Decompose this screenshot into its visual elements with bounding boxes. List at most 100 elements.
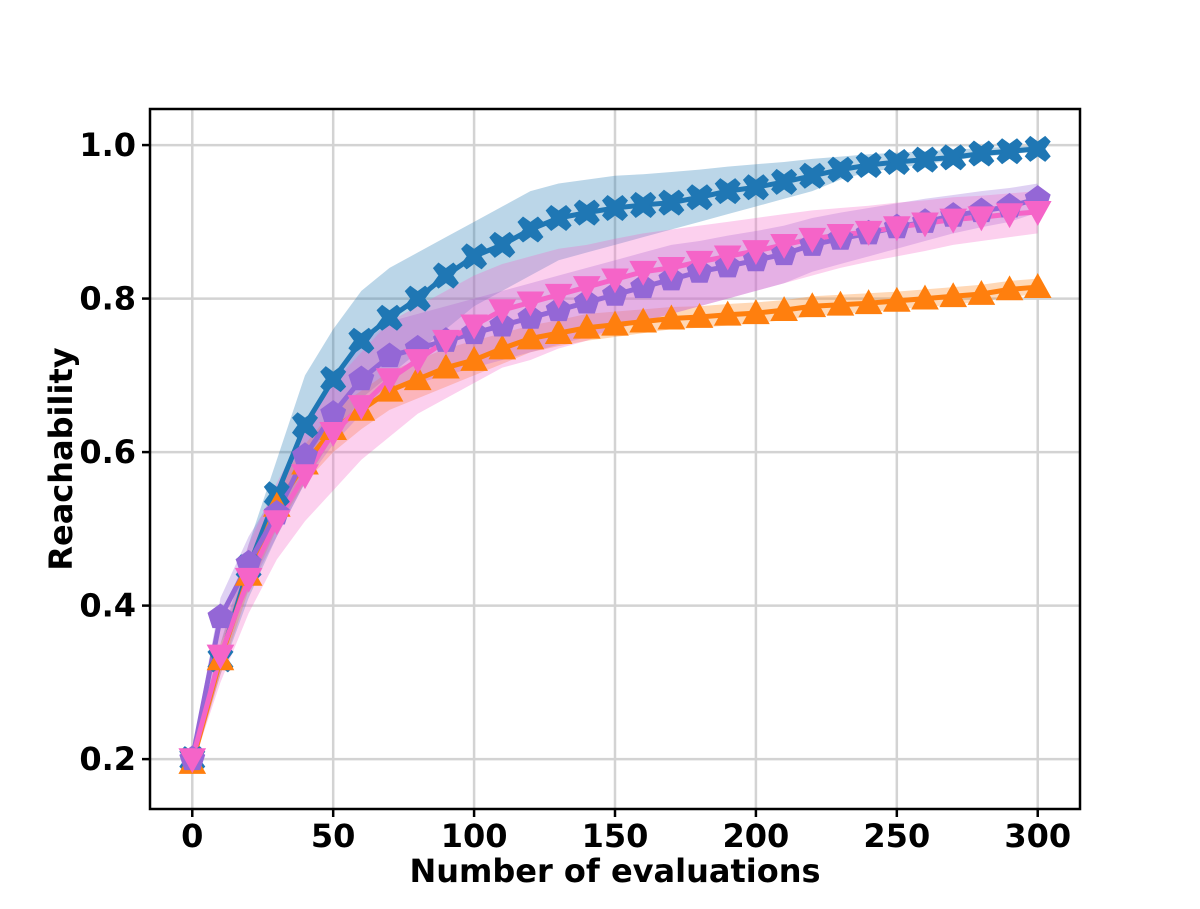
data-point-series-1 (714, 178, 741, 205)
y-tick-label: 0.6 (79, 433, 136, 471)
data-point-series-2 (911, 284, 939, 310)
x-tick-label: 50 (311, 817, 356, 855)
data-point-series-2 (516, 324, 545, 350)
data-point-series-4 (770, 233, 798, 259)
data-point-series-1 (658, 189, 685, 216)
data-point-series-1 (489, 231, 516, 258)
x-axis-label: Number of evaluations (409, 852, 820, 890)
data-point-series-1 (742, 174, 769, 201)
data-point-series-4 (967, 206, 996, 232)
y-tick-label: 0.8 (79, 280, 136, 318)
confidence-bands (192, 145, 1038, 771)
data-point-series-1 (940, 144, 967, 171)
x-tick-label: 300 (1004, 817, 1071, 855)
data-point-series-4 (685, 250, 714, 276)
data-point-series-1 (855, 152, 882, 179)
y-axis-label: Reachability (42, 347, 80, 570)
data-point-series-4 (262, 510, 291, 536)
data-point-series-2 (826, 290, 855, 316)
data-point-series-1 (686, 184, 713, 211)
data-point-series-2 (629, 307, 658, 333)
data-point-series-4 (432, 329, 460, 355)
data-point-series-2 (403, 365, 432, 391)
data-point-series-1 (911, 146, 939, 173)
data-point-series-4 (178, 748, 207, 774)
x-tick-label: 200 (723, 817, 790, 855)
data-point-series-4 (347, 395, 376, 421)
data-point-series-4 (572, 276, 601, 302)
data-point-series-4 (798, 227, 827, 253)
data-point-series-1 (883, 148, 910, 175)
data-point-series-1 (799, 162, 826, 189)
data-point-series-1 (827, 156, 854, 183)
data-point-series-3 (348, 365, 375, 391)
data-point-series-4 (544, 283, 573, 309)
data-point-series-4 (911, 212, 939, 238)
data-point-series-1 (376, 304, 403, 331)
data-point-series-2 (770, 296, 798, 321)
x-tick-label: 250 (863, 817, 930, 855)
data-point-series-1 (461, 243, 488, 270)
data-point-series-4 (516, 291, 545, 317)
data-point-series-2 (432, 353, 460, 379)
data-point-series-4 (403, 349, 432, 375)
data-point-series-1 (968, 140, 995, 167)
data-point-series-1 (771, 168, 798, 195)
data-point-series-2 (657, 304, 686, 330)
data-point-series-4 (1023, 200, 1052, 226)
confidence-band-1 (192, 145, 1038, 767)
data-point-series-2 (601, 310, 629, 336)
data-point-series-2 (882, 286, 911, 312)
data-point-series-1 (517, 216, 544, 243)
data-point-series-4 (629, 260, 658, 286)
data-point-series-2 (544, 319, 573, 345)
data-point-series-1 (348, 327, 375, 354)
data-point-series-4 (826, 223, 855, 249)
data-point-series-2 (967, 279, 996, 305)
data-point-series-4 (488, 299, 517, 325)
data-point-series-2 (572, 313, 601, 339)
data-point-series-4 (882, 216, 911, 242)
data-point-series-1 (545, 204, 572, 231)
data-point-series-2 (685, 302, 714, 328)
data-point-series-3 (376, 342, 403, 368)
data-point-series-4 (657, 256, 686, 282)
series-markers (178, 135, 1052, 774)
data-point-series-2 (713, 300, 742, 326)
confidence-band-4 (192, 191, 1038, 767)
data-point-series-1 (404, 285, 431, 312)
data-point-series-3 (489, 311, 516, 337)
data-point-series-4 (601, 268, 629, 294)
data-point-series-2 (995, 275, 1024, 301)
x-tick-label: 150 (582, 817, 649, 855)
y-tick-label: 0.4 (79, 587, 136, 625)
data-point-series-2 (939, 282, 968, 308)
data-point-series-2 (1023, 273, 1052, 298)
data-point-series-4 (319, 422, 348, 447)
data-point-series-4 (854, 220, 883, 246)
axis-ticks: 0 50 100 150 200 250 300 0.2 0.4 0.6 0.8 1.0 (79, 126, 1071, 855)
data-point-series-1 (573, 199, 600, 226)
data-point-series-4 (713, 245, 742, 271)
data-point-series-2 (854, 289, 883, 315)
data-point-series-1 (291, 412, 319, 439)
data-point-series-2 (798, 292, 827, 318)
data-point-series-2 (488, 334, 517, 360)
x-tick-label: 0 (181, 817, 203, 855)
data-point-series-4 (742, 240, 770, 266)
data-point-series-2 (460, 345, 488, 371)
data-point-series-1 (1024, 135, 1051, 162)
data-point-series-4 (460, 314, 488, 340)
x-tick-label: 100 (441, 817, 508, 855)
data-point-series-4 (206, 644, 235, 670)
confidence-band-3 (192, 183, 1038, 767)
data-point-series-1 (432, 262, 459, 289)
data-point-series-1 (630, 191, 657, 218)
data-point-series-3 (630, 273, 657, 299)
data-point-series-1 (601, 195, 629, 222)
data-point-series-3 (207, 603, 234, 629)
data-point-series-3 (545, 296, 572, 322)
confidence-band-2 (192, 278, 1038, 771)
y-tick-label: 1.0 (79, 126, 136, 164)
